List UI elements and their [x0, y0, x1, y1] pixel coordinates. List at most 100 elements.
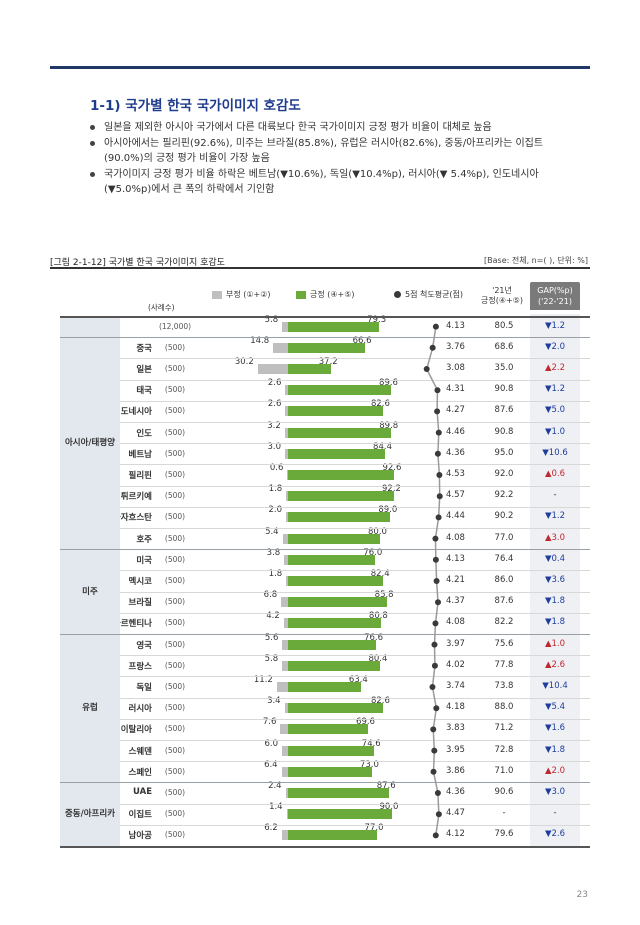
row-separator	[120, 485, 590, 487]
row-name: 호주	[136, 534, 152, 545]
negative-bar	[276, 682, 288, 692]
gap-value: ▲2.2	[544, 363, 566, 373]
figure-base-note: [Base: 전체, n=( ), 단위: %]	[484, 256, 588, 265]
positive-bar	[288, 660, 381, 671]
negative-value-label: 3.8	[266, 547, 281, 558]
mean-point	[430, 768, 437, 775]
positive-value-label: 69.6	[356, 717, 375, 728]
row-sample-size: (500)	[164, 491, 186, 501]
row-sample-size: (500)	[164, 788, 186, 797]
row-separator	[120, 740, 590, 741]
positive-value-label: 82.4	[370, 569, 390, 579]
y21-value: 90.8	[494, 384, 514, 395]
mean-point	[432, 535, 439, 542]
positive-value-label: 89.6	[379, 378, 398, 389]
gap-value: ▼1.2	[544, 320, 566, 331]
bullet-dot-icon	[90, 141, 95, 146]
row-separator	[120, 422, 590, 423]
negative-swatch-icon	[212, 290, 222, 299]
row-separator	[120, 718, 590, 720]
mean-point	[429, 344, 436, 351]
row-name: 미국	[136, 555, 152, 566]
row-sample-size: (500)	[164, 682, 186, 691]
y21-value: 68.6	[494, 341, 514, 352]
gap-column-background	[530, 314, 580, 848]
row-sample-size: (500)	[164, 470, 186, 479]
row-separator	[120, 358, 590, 360]
negative-value-label: 5.6	[264, 632, 279, 643]
y21-value: 92.2	[494, 490, 514, 501]
gap-value: ▼1.2	[544, 384, 566, 395]
row-name: 남아공	[128, 831, 152, 842]
row-name: 필리핀	[128, 471, 152, 481]
gap-value: ▼2.6	[544, 829, 566, 840]
positive-bar	[288, 448, 386, 459]
negative-value-label: 14.8	[250, 335, 270, 346]
row-sample-size: (500)	[164, 830, 186, 840]
positive-value-label: 74.6	[361, 738, 381, 749]
y21-value: 77.8	[494, 659, 514, 670]
positive-bar	[288, 406, 383, 417]
negative-bar	[286, 512, 288, 523]
positive-bar	[288, 639, 377, 650]
gap-value: ▼1.8	[544, 596, 566, 607]
row-sample-size: (500)	[164, 639, 186, 649]
row-separator	[120, 697, 590, 699]
y21-value: 71.2	[494, 723, 514, 734]
negative-bar	[284, 554, 288, 565]
row-separator	[120, 528, 590, 529]
mean-point	[423, 366, 430, 372]
positive-value-label: 85.8	[374, 590, 394, 601]
section-title: 1-1) 국가별 한국 국가이미지 호감도	[90, 98, 301, 114]
positive-bar	[288, 491, 395, 502]
negative-bar	[273, 342, 288, 353]
positive-bar	[288, 512, 391, 523]
negative-value-label: 30.2	[234, 357, 254, 367]
positive-value-label: 89.8	[379, 420, 399, 431]
y21-value: 79.6	[494, 829, 514, 840]
negative-value-label: 7.6	[262, 717, 277, 728]
positive-value-label: 90.0	[379, 802, 399, 813]
mean-point	[433, 705, 440, 712]
gap-value: ▲2.0	[544, 765, 566, 776]
mean-value-label: 4.13	[446, 553, 465, 564]
gap-value: ▼0.4	[544, 553, 566, 564]
row-sample-size: (500)	[164, 745, 186, 755]
bullet-dot-icon	[90, 125, 95, 130]
positive-bar	[288, 766, 372, 777]
group-label: 중동/아프리카	[60, 782, 120, 846]
positive-value-label: 87.6	[376, 781, 396, 791]
negative-bar	[282, 660, 288, 671]
row-name: 독일	[136, 683, 152, 693]
y21-value: 76.4	[494, 553, 514, 564]
gap-value: ▼5.4	[544, 702, 566, 713]
row-name: 이탈리아	[120, 725, 152, 736]
positive-bar	[288, 809, 392, 820]
mean-point	[431, 747, 438, 754]
mean-point	[434, 599, 441, 606]
negative-bar	[283, 618, 288, 629]
mean-value-label: 4.27	[446, 405, 465, 416]
negative-bar	[282, 639, 288, 650]
positive-bar	[288, 724, 369, 735]
positive-value-label: 89.0	[378, 505, 398, 516]
positive-value-label: 37.2	[318, 357, 338, 367]
mean-point	[434, 790, 441, 796]
y21-value: -	[502, 808, 506, 819]
row-name: 카자흐스탄	[112, 513, 152, 524]
n-column-header: (사례수)	[148, 303, 175, 312]
y21-value: 80.5	[494, 320, 514, 331]
negative-bar	[281, 830, 288, 841]
mean-value-label: 4.44	[446, 511, 465, 522]
y21-column-header: '21년 긍정(④+⑤)	[480, 286, 523, 305]
gap-value: ▼1.8	[544, 744, 566, 755]
positive-value-label: 66.6	[352, 335, 372, 346]
row-sample-size: (500)	[164, 660, 186, 670]
row-sample-size: (500)	[164, 448, 186, 458]
positive-value-label: 84.4	[373, 441, 392, 452]
mean-point	[434, 450, 441, 457]
mean-value-label: 4.21	[446, 575, 465, 585]
row-name: 스페인	[128, 767, 152, 778]
row-sample-size: (500)	[164, 512, 186, 522]
top-rule	[50, 66, 590, 69]
